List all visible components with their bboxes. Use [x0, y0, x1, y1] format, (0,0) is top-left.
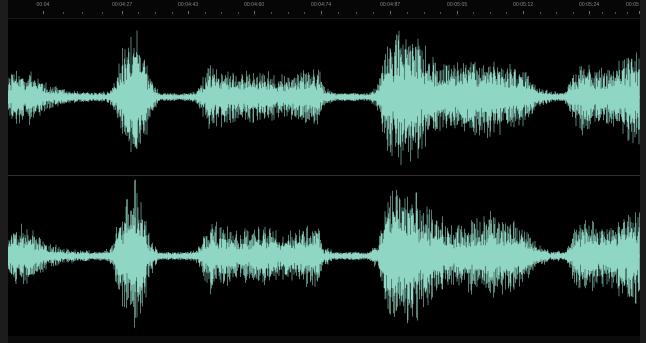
waveform-editor[interactable]: 00:04 00:04:27 00:04:43 00:04:60 00:04:74 00:…	[8, 0, 640, 343]
ruler-minor-tick	[205, 12, 206, 14]
waveform-samples	[8, 179, 640, 328]
ruler-time-label: 00:04:87	[380, 2, 401, 8]
ruler-minor-tick	[490, 12, 491, 14]
ruler-minor-tick	[556, 12, 557, 14]
ruler-minor-tick	[155, 12, 156, 14]
editor-bottom-edge	[8, 336, 640, 343]
ruler-time-label: 00:04	[36, 2, 50, 8]
ruler-major-tick	[457, 11, 458, 14]
channel-left-waveform[interactable]	[8, 19, 640, 175]
ruler-minor-tick	[373, 12, 374, 14]
ruler-time-label: 00:04:60	[244, 2, 265, 8]
ruler-major-tick	[122, 11, 123, 14]
ruler-minor-tick	[356, 12, 357, 14]
ruler-major-tick	[639, 11, 640, 14]
ruler-minor-tick	[407, 12, 408, 14]
ruler-major-tick	[589, 11, 590, 14]
ruler-minor-tick	[540, 12, 541, 14]
ruler-time-label: 00:05:12	[513, 2, 534, 8]
ruler-minor-tick	[424, 12, 425, 14]
waveform-left	[8, 30, 640, 166]
ruler-minor-tick	[506, 12, 507, 14]
ruler-time-label: 00:04:27	[112, 2, 133, 8]
ruler-time-label: 00:05	[626, 2, 640, 8]
waveform-right	[8, 179, 640, 328]
ruler-time-label: 00:04:74	[311, 2, 332, 8]
ruler-minor-tick	[63, 12, 64, 14]
ruler-major-tick	[523, 11, 524, 14]
ruler-minor-tick	[602, 12, 603, 14]
ruler-time-label: 00:05:24	[579, 2, 600, 8]
ruler-major-tick	[254, 11, 255, 14]
ruler-minor-tick	[440, 12, 441, 14]
ruler-minor-tick	[102, 12, 103, 14]
ruler-major-tick	[43, 11, 44, 14]
ruler-minor-tick	[338, 12, 339, 14]
channel-divider	[8, 175, 640, 176]
ruler-major-tick	[188, 11, 189, 14]
timeline-ruler[interactable]: 00:04 00:04:27 00:04:43 00:04:60 00:04:74 00:…	[8, 0, 640, 19]
ruler-minor-tick	[473, 12, 474, 14]
ruler-major-tick	[321, 11, 322, 14]
ruler-minor-tick	[304, 12, 305, 14]
ruler-minor-tick	[615, 12, 616, 14]
channel-right-waveform[interactable]	[8, 176, 640, 336]
ruler-minor-tick	[238, 12, 239, 14]
ruler-major-tick	[390, 11, 391, 14]
ruler-minor-tick	[627, 12, 628, 14]
ruler-minor-tick	[82, 12, 83, 14]
ruler-minor-tick	[271, 12, 272, 14]
ruler-minor-tick	[138, 12, 139, 14]
ruler-time-label: 00:04:43	[178, 2, 199, 8]
ruler-minor-tick	[172, 12, 173, 14]
waveform-samples	[8, 30, 640, 166]
ruler-minor-tick	[573, 12, 574, 14]
ruler-minor-tick	[288, 12, 289, 14]
ruler-minor-tick	[221, 12, 222, 14]
ruler-time-label: 00:05:05	[447, 2, 468, 8]
